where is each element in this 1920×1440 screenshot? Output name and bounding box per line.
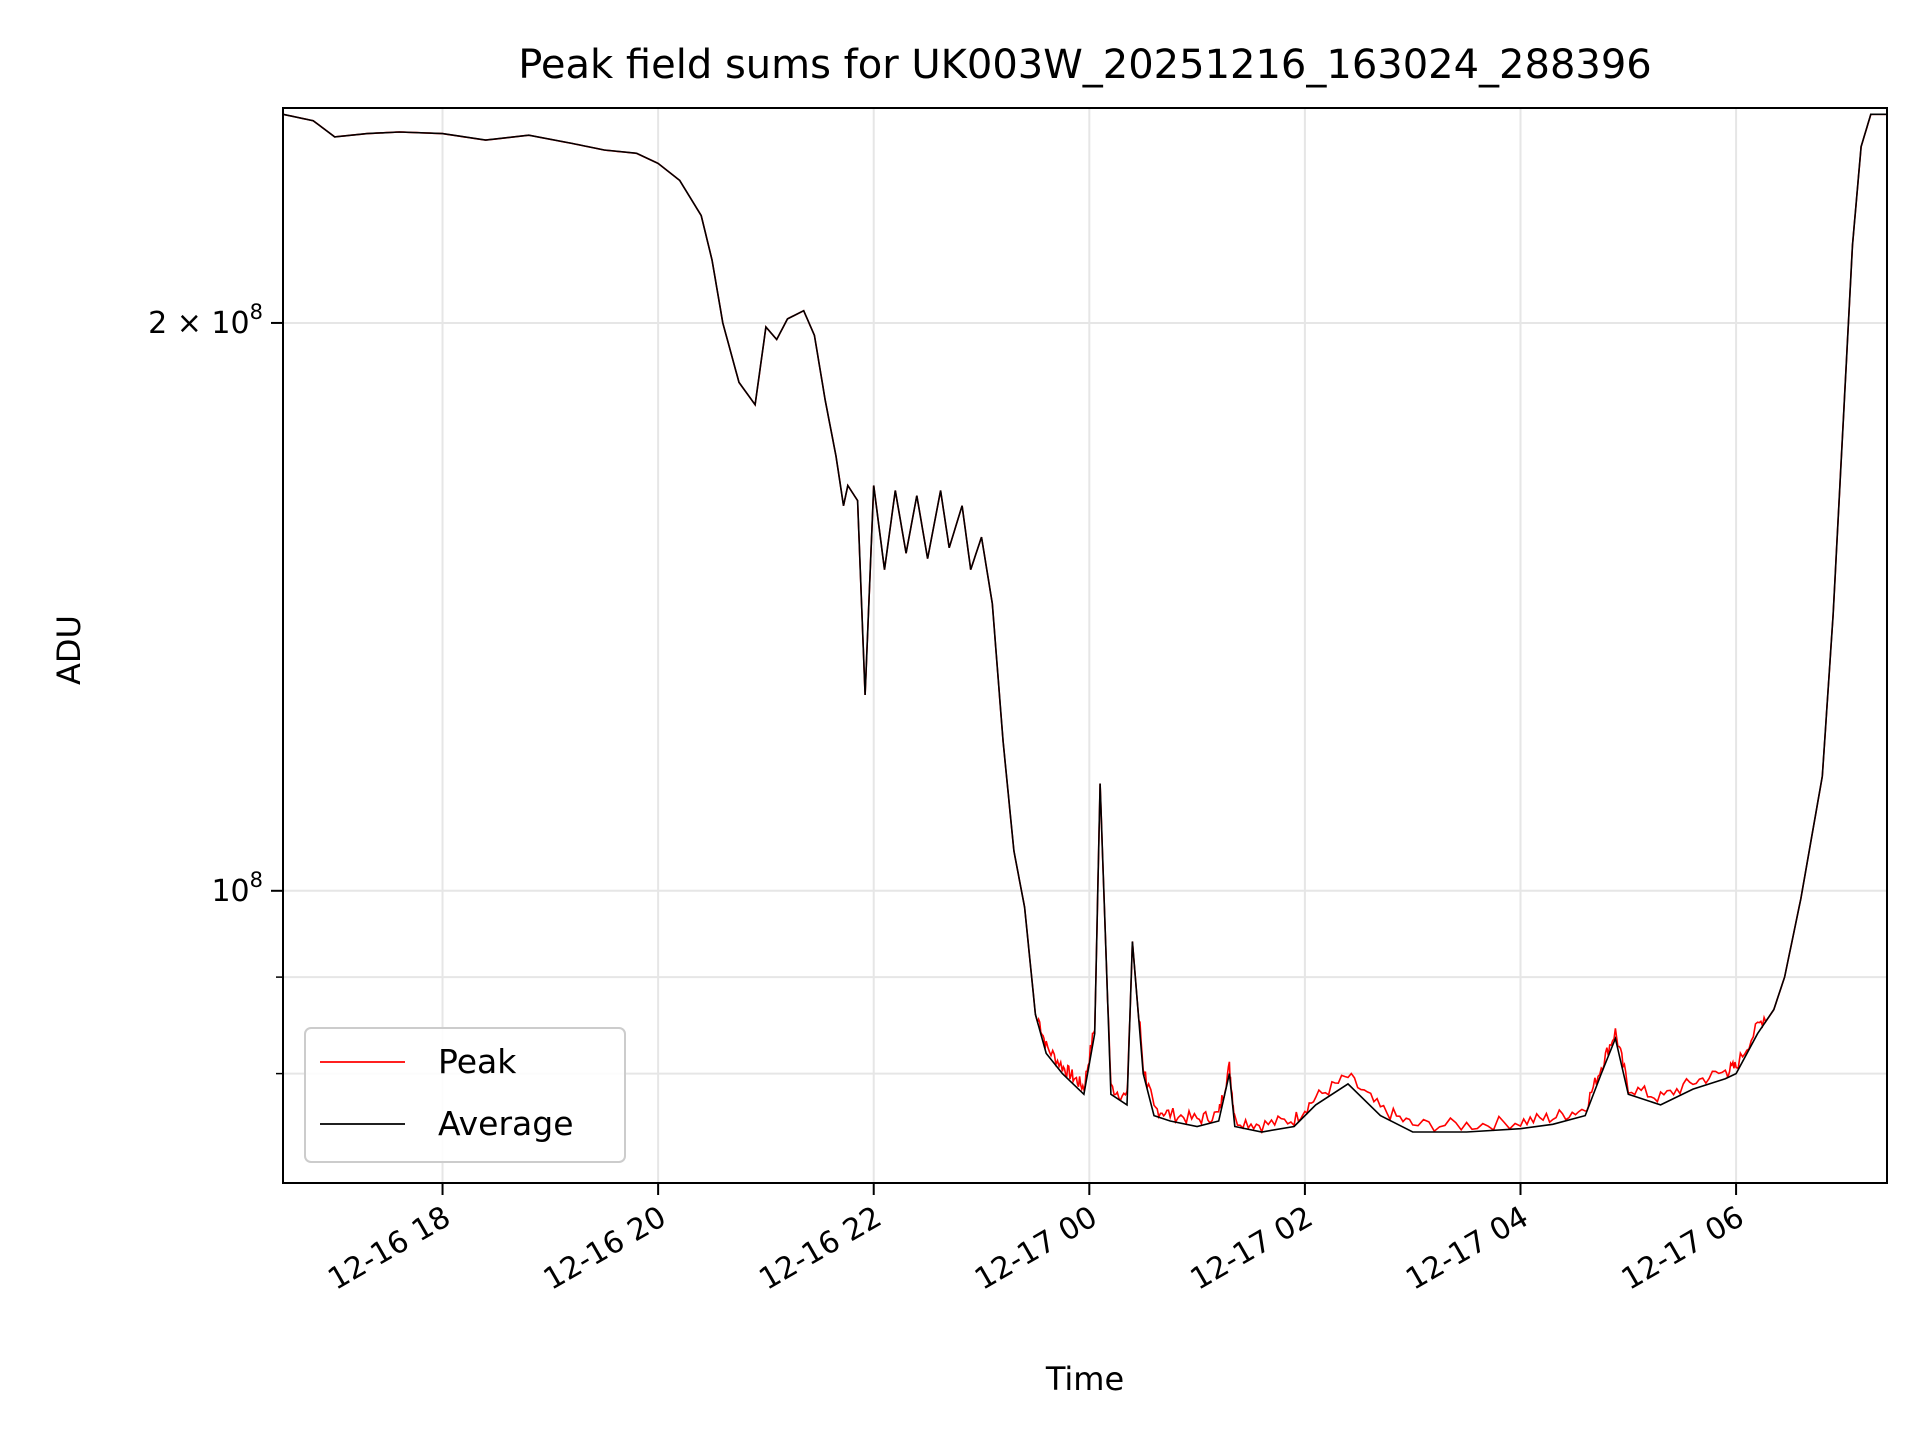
y-tick-label: 108	[211, 868, 263, 909]
gridlines	[283, 108, 1887, 1183]
legend-label-average: Average	[438, 1104, 574, 1143]
legend: Peak Average	[304, 1027, 626, 1163]
series-average	[282, 113, 1887, 1133]
average-line	[282, 113, 1887, 1133]
legend-label-peak: Peak	[438, 1042, 517, 1081]
y-axis-label: ADU	[50, 615, 88, 685]
chart-title: Peak field sums for UK003W_20251216_1630…	[518, 42, 1652, 88]
y-tick-label: 2 × 108	[148, 300, 263, 341]
plot-frame	[282, 107, 1888, 1184]
x-axis-label: Time	[1045, 1360, 1124, 1398]
